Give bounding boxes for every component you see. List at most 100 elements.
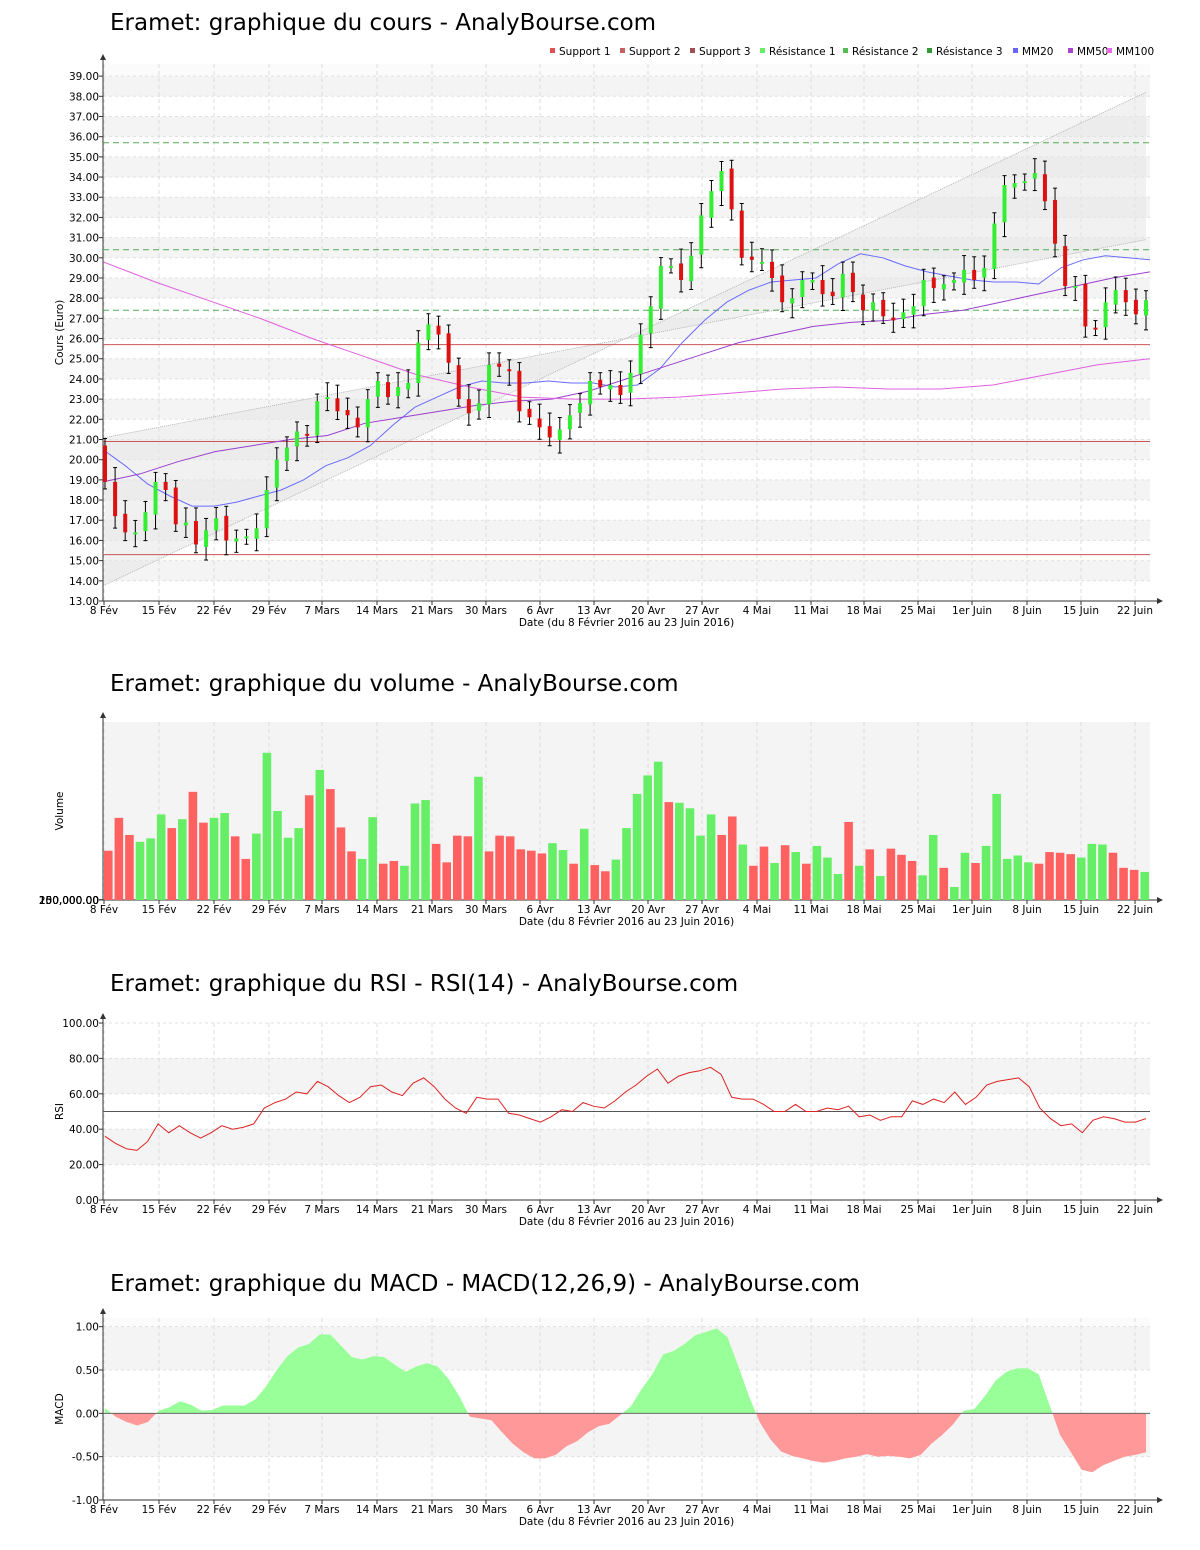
volume-bar <box>1140 871 1149 900</box>
candle-body <box>679 263 684 281</box>
candle-body <box>638 334 643 375</box>
macd-xtick-label: 21 Mars <box>411 1504 453 1516</box>
macd-xtick-label: 15 Fév <box>142 1504 177 1516</box>
volume-bar <box>981 845 991 900</box>
volume-xtick-label: 21 Mars <box>411 904 453 916</box>
volume-bar <box>125 834 134 900</box>
volume-bar <box>1076 857 1086 900</box>
price-ytick-label: 22.00 <box>69 414 99 426</box>
legend-label: MM50 <box>1077 46 1108 58</box>
candle-body <box>325 397 330 400</box>
volume-bar <box>1066 854 1075 900</box>
candle-body <box>982 267 987 278</box>
candle-body <box>567 415 572 430</box>
price-xtick-label: 15 Fév <box>142 605 177 617</box>
candle-body <box>1123 290 1128 303</box>
candle-body <box>335 398 340 412</box>
candle-body <box>739 210 744 258</box>
candle-body <box>416 342 421 383</box>
volume-bar <box>622 828 631 900</box>
candle-body <box>234 538 239 542</box>
volume-chart-panel: Eramet: graphique du volume - AnalyBours… <box>0 660 1200 940</box>
legend-swatch <box>927 48 932 53</box>
rsi-y-axis-label: RSI <box>54 1103 66 1120</box>
price-ytick-label: 36.00 <box>69 132 99 144</box>
legend-swatch <box>690 48 695 53</box>
volume-chart-title: Eramet: graphique du volume - AnalyBours… <box>110 671 679 697</box>
candle-body <box>972 269 977 281</box>
volume-bar <box>907 860 917 900</box>
candle-body <box>598 379 603 388</box>
volume-bar <box>315 769 325 900</box>
candle-body <box>1073 286 1078 289</box>
candle-body <box>527 408 532 418</box>
volume-bar <box>632 793 642 900</box>
price-xtick-label: 22 Fév <box>197 605 232 617</box>
volume-bar <box>1024 862 1033 900</box>
candle-body <box>780 275 785 303</box>
rsi-x-axis-label: Date (du 8 Février 2016 au 23 Juin 2016) <box>519 1216 734 1228</box>
candle-body <box>123 513 128 533</box>
candle-body <box>962 269 967 283</box>
rsi-xtick-label: 22 Juin <box>1117 1204 1153 1216</box>
price-xtick-label: 27 Avr <box>685 605 719 617</box>
volume-xtick-label: 6 Avr <box>526 904 554 916</box>
candle-body <box>456 365 461 400</box>
price-ytick-label: 33.00 <box>69 192 99 204</box>
volume-bar <box>326 789 335 900</box>
candle-body <box>941 284 946 290</box>
candle-body <box>163 481 168 490</box>
price-band <box>103 116 1150 137</box>
volume-bar <box>717 834 726 900</box>
volume-xtick-label: 4 Mai <box>743 904 771 916</box>
candle-body <box>588 380 593 405</box>
volume-bar <box>579 828 589 900</box>
candle-body <box>284 447 289 461</box>
price-ytick-label: 34.00 <box>69 172 99 184</box>
rsi-xtick-label: 14 Mars <box>356 1204 398 1216</box>
price-xtick-label: 15 Juin <box>1063 605 1099 617</box>
candle-body <box>406 382 411 390</box>
volume-bar <box>664 802 674 900</box>
volume-xtick-label: 22 Juin <box>1117 904 1153 916</box>
price-ytick-label: 13.00 <box>69 596 99 608</box>
candle-body <box>921 280 926 307</box>
volume-bar <box>802 863 811 900</box>
price-ytick-label: 24.00 <box>69 374 99 386</box>
price-ytick-label: 23.00 <box>69 394 99 406</box>
price-xtick-label: 1er Juin <box>952 605 992 617</box>
macd-chart: -1.00 -0.50 0.00 0.50 1.00 8 Fév 15 Fév 22 Fév 2… <box>54 1308 1163 1528</box>
volume-bar <box>400 865 409 900</box>
macd-x-arrow <box>1157 1497 1163 1503</box>
volume-bar <box>178 819 187 900</box>
macd-x-axis-label: Date (du 8 Février 2016 au 23 Juin 2016) <box>519 1516 734 1528</box>
candle-body <box>396 387 401 396</box>
candle-body <box>537 418 542 428</box>
price-xtick-label: 30 Mars <box>465 605 507 617</box>
macd-y-axis-label: MACD <box>54 1393 66 1424</box>
price-band <box>103 156 1150 178</box>
legend-label: Résistance 1 <box>769 46 836 58</box>
macd-xtick-label: 18 Mai <box>846 1504 881 1516</box>
volume-bar <box>854 865 864 900</box>
price-xtick-label: 7 Mars <box>304 605 339 617</box>
candle-body <box>466 399 471 414</box>
price-band <box>103 197 1150 218</box>
price-ytick-label: 26.00 <box>69 334 99 346</box>
candle-body <box>497 363 502 367</box>
macd-xtick-label: 1er Juin <box>952 1504 992 1516</box>
rsi-ytick-label: 40.00 <box>69 1124 99 1136</box>
volume-bar <box>527 850 536 900</box>
volume-bar <box>495 835 504 900</box>
rsi-x-arrow <box>1157 1197 1163 1203</box>
candle-body <box>1063 246 1068 287</box>
volume-bar <box>960 852 970 900</box>
volume-bar <box>833 873 843 900</box>
volume-xtick-label: 30 Mars <box>465 904 507 916</box>
candle-body <box>911 306 916 315</box>
candle-body <box>840 273 845 298</box>
candle-body <box>820 280 825 295</box>
volume-bar <box>590 865 600 900</box>
macd-ytick-label: -1.00 <box>72 1495 99 1507</box>
price-ytick-label: 17.00 <box>69 515 99 527</box>
